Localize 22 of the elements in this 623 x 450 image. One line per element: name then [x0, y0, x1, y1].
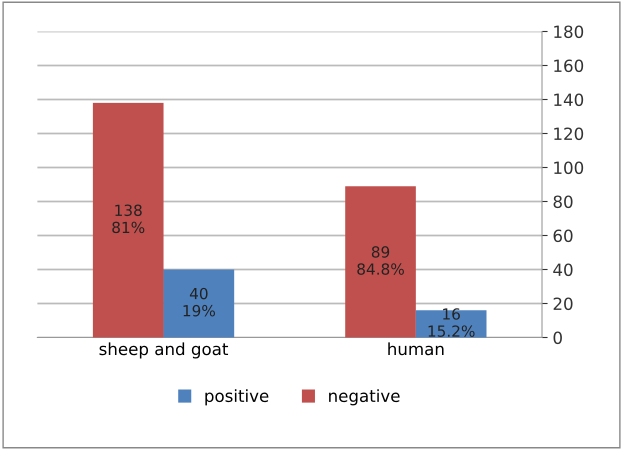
bar: [92, 102, 164, 338]
y-tick-label: 60: [554, 229, 573, 242]
y-tick-label: 180: [554, 25, 584, 38]
y-tick-label: 120: [554, 127, 584, 140]
y-tick-label: 160: [554, 59, 584, 72]
x-tick-label: human: [388, 342, 444, 356]
x-tick-label: sheep and goat: [100, 342, 228, 358]
data-label: 138 81%: [112, 204, 144, 234]
y-tick-label: 100: [554, 161, 584, 174]
y-tick-label: 0: [554, 331, 562, 344]
legend-label: positive: [205, 389, 268, 406]
bar: [164, 270, 234, 338]
data-label: 89 84.8%: [357, 246, 404, 275]
legend-label: negative: [329, 389, 400, 406]
y-tick-label: 20: [554, 297, 573, 310]
bar: [416, 310, 486, 338]
y-tick-label: 80: [554, 195, 573, 208]
y-tick-label: 140: [554, 93, 584, 106]
y-tick-label: 40: [553, 263, 573, 276]
bar: [345, 186, 416, 338]
data-label: 16 15.2%: [428, 308, 475, 337]
data-label: 40 19%: [184, 288, 215, 316]
